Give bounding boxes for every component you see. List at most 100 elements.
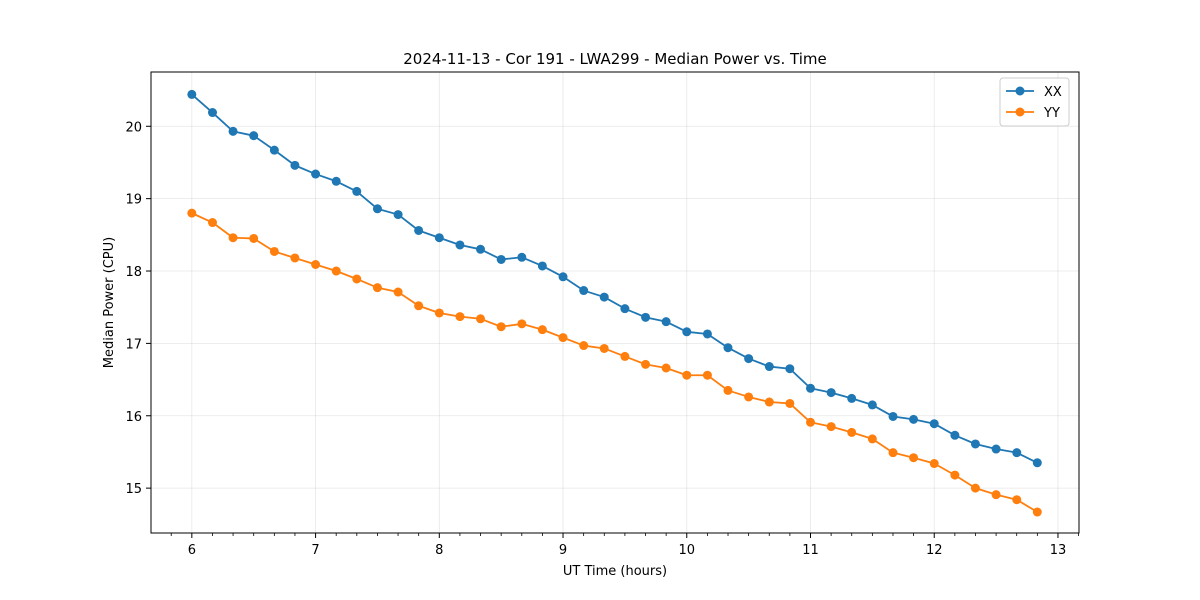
data-point-yy xyxy=(620,351,630,361)
legend-label-yy: YY xyxy=(1043,106,1060,121)
data-point-xx xyxy=(1032,458,1042,468)
data-point-xx xyxy=(909,414,919,424)
data-point-xx xyxy=(620,304,630,314)
data-point-xx xyxy=(228,126,238,136)
data-point-yy xyxy=(661,363,671,373)
series-yy xyxy=(187,208,1042,517)
data-point-yy xyxy=(888,448,898,458)
chart-title: 2024-11-13 - Cor 191 - LWA299 - Median P… xyxy=(403,50,827,68)
data-point-xx xyxy=(269,145,279,155)
data-point-yy xyxy=(311,260,321,270)
data-point-yy xyxy=(805,417,815,427)
data-point-yy xyxy=(331,266,341,276)
data-point-yy xyxy=(352,274,362,284)
data-point-yy xyxy=(702,370,712,380)
data-point-xx xyxy=(476,244,486,254)
data-point-yy xyxy=(434,308,444,318)
series-xx xyxy=(187,89,1042,468)
data-point-yy xyxy=(249,233,259,243)
x-tick-label: 8 xyxy=(435,543,443,558)
data-point-yy xyxy=(641,359,651,369)
data-point-xx xyxy=(599,292,609,302)
data-point-yy xyxy=(187,208,197,218)
data-point-yy xyxy=(207,218,217,228)
data-point-yy xyxy=(517,319,527,329)
data-point-yy xyxy=(929,459,939,469)
data-point-yy xyxy=(1012,495,1022,505)
data-point-xx xyxy=(331,176,341,186)
x-tick-label: 12 xyxy=(926,543,943,558)
grid xyxy=(151,72,1079,533)
x-axis-label: UT Time (hours) xyxy=(563,564,667,579)
data-point-yy xyxy=(372,283,382,293)
data-point-xx xyxy=(929,419,939,429)
legend-marker-xx xyxy=(1015,86,1025,96)
legend: XX YY xyxy=(999,77,1070,127)
data-point-xx xyxy=(805,383,815,393)
data-point-yy xyxy=(269,246,279,256)
plot-frame xyxy=(150,71,1080,534)
x-tick-label: 10 xyxy=(678,543,695,558)
data-point-xx xyxy=(372,204,382,214)
data-point-yy xyxy=(496,322,506,332)
y-tick-label: 15 xyxy=(125,482,142,497)
y-tick-label: 18 xyxy=(125,265,142,280)
data-point-xx xyxy=(1012,448,1022,458)
data-point-xx xyxy=(702,329,712,339)
data-point-xx xyxy=(558,272,568,282)
data-point-yy xyxy=(764,397,774,407)
data-point-xx xyxy=(950,430,960,440)
data-point-xx xyxy=(744,354,754,364)
data-point-xx xyxy=(723,343,733,353)
data-point-yy xyxy=(1032,507,1042,517)
data-point-xx xyxy=(393,210,403,220)
y-tick-label: 20 xyxy=(125,120,142,135)
y-tick-label: 19 xyxy=(125,193,142,208)
data-point-yy xyxy=(228,233,238,243)
data-point-yy xyxy=(991,490,1001,500)
y-tick-label: 17 xyxy=(125,337,142,352)
data-point-yy xyxy=(599,343,609,353)
data-point-xx xyxy=(991,444,1001,454)
data-point-xx xyxy=(867,400,877,410)
legend-label-xx: XX xyxy=(1044,85,1062,100)
data-point-xx xyxy=(537,261,547,271)
data-point-yy xyxy=(826,422,836,432)
x-tick-label: 9 xyxy=(559,543,567,558)
data-point-xx xyxy=(517,252,527,262)
data-point-xx xyxy=(785,364,795,374)
data-point-xx xyxy=(249,131,259,141)
data-point-xx xyxy=(496,254,506,264)
data-point-yy xyxy=(723,385,733,395)
data-point-yy xyxy=(682,370,692,380)
data-point-xx xyxy=(826,388,836,398)
data-point-yy xyxy=(579,341,589,351)
y-axis-label: Median Power (CPU) xyxy=(102,237,117,368)
data-point-xx xyxy=(414,225,424,235)
y-tick-label: 16 xyxy=(125,410,142,425)
data-point-xx xyxy=(311,169,321,179)
x-tick-label: 7 xyxy=(311,543,319,558)
data-point-yy xyxy=(476,314,486,324)
data-point-yy xyxy=(537,325,547,335)
x-tick-label: 13 xyxy=(1050,543,1067,558)
data-point-yy xyxy=(847,427,857,437)
data-point-xx xyxy=(888,411,898,421)
data-point-xx xyxy=(970,439,980,449)
data-point-xx xyxy=(661,317,671,327)
data-point-yy xyxy=(393,287,403,297)
x-tick-label: 11 xyxy=(802,543,819,558)
data-point-yy xyxy=(744,392,754,402)
data-point-yy xyxy=(290,253,300,263)
data-point-xx xyxy=(290,160,300,170)
data-point-yy xyxy=(909,453,919,463)
data-point-yy xyxy=(867,434,877,444)
data-point-xx xyxy=(352,186,362,196)
data-point-yy xyxy=(558,333,568,343)
data-point-xx xyxy=(434,233,444,243)
data-point-yy xyxy=(950,470,960,480)
data-point-xx xyxy=(455,240,465,250)
data-point-yy xyxy=(414,301,424,311)
legend-marker-yy xyxy=(1015,107,1025,117)
